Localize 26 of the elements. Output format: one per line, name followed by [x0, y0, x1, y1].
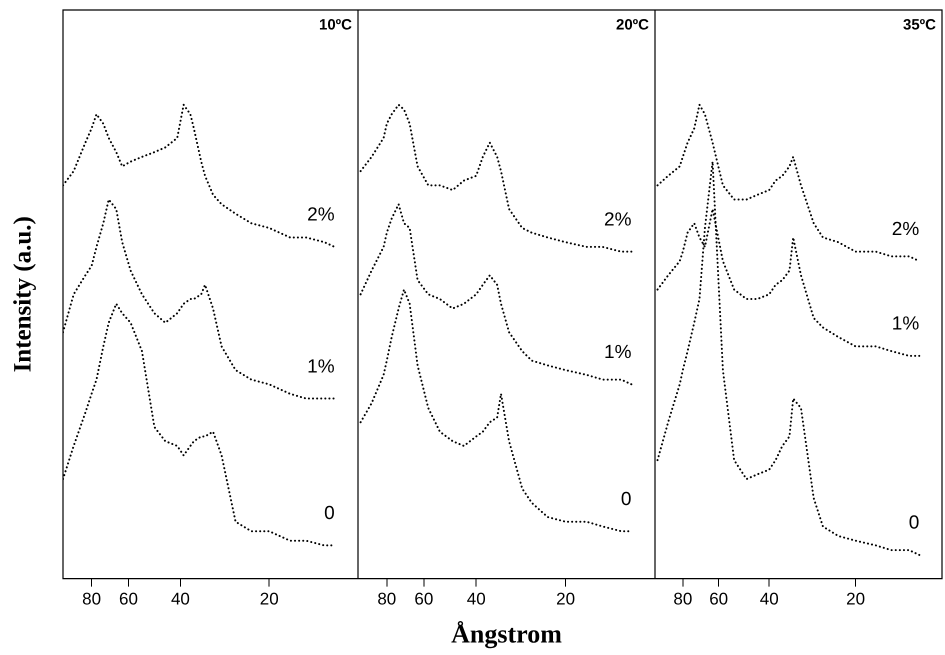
series-label: 0: [908, 512, 920, 534]
x-tick-label: 80: [673, 589, 692, 608]
x-axis-title: Ångstrom: [451, 620, 562, 649]
chart-title: 20ºC: [616, 16, 650, 34]
x-tick-label: 60: [709, 589, 728, 608]
series-label: 2%: [892, 218, 920, 240]
x-tick-label: 40: [170, 589, 190, 608]
x-tick-label: 40: [760, 589, 779, 608]
x-tick-label: 20: [260, 589, 279, 608]
x-tick-label: 40: [466, 589, 486, 608]
x-tick-label: 20: [846, 589, 866, 608]
series-label: 2%: [604, 209, 632, 230]
x-tick-label: 20: [556, 589, 576, 608]
chart-title: 35ºC: [903, 16, 936, 34]
chart-title: 10ºC: [319, 16, 352, 34]
series-label: 1%: [892, 314, 920, 335]
x-tick-label: 60: [118, 589, 138, 608]
series-label: 1%: [307, 356, 335, 378]
series-label: 2%: [307, 204, 335, 226]
x-tick-label: 80: [377, 589, 396, 608]
x-tick-label: 80: [82, 589, 102, 608]
series-label: 0: [324, 503, 335, 524]
series-label: 1%: [604, 342, 632, 364]
x-tick-label: 60: [414, 589, 434, 608]
y-axis-title: Intensity (a.u.): [9, 216, 36, 372]
series-label: 0: [620, 488, 632, 510]
